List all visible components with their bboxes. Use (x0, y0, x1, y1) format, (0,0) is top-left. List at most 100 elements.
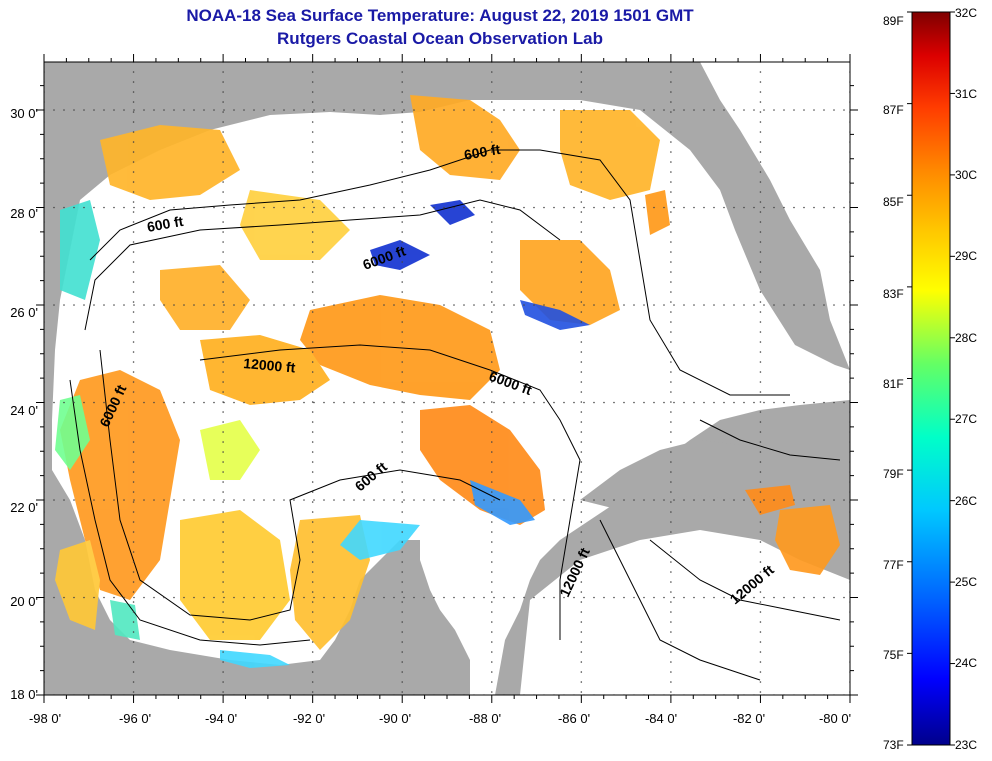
grid-dot (403, 206, 405, 209)
grid-dot (311, 631, 314, 633)
grid-dot (670, 111, 672, 113)
grid-dot (643, 304, 645, 306)
grid-dot (703, 206, 705, 209)
grid-dot (663, 401, 665, 404)
grid-dot (401, 291, 404, 293)
grid-dot (759, 331, 762, 333)
grid-dot (563, 109, 565, 111)
grid-dot (663, 499, 665, 501)
grid-dot (203, 499, 205, 501)
grid-dot (93, 596, 95, 599)
grid-dot (583, 109, 585, 111)
grid-dot (670, 361, 672, 363)
grid-dot (123, 206, 125, 209)
grid-dot (490, 421, 493, 423)
grid-dot (823, 206, 825, 209)
grid-dot (580, 421, 583, 423)
grid-dot (313, 401, 315, 404)
grid-dot (580, 401, 583, 403)
grid-dot (580, 501, 583, 503)
grid-dot (83, 596, 85, 599)
grid-dot (593, 206, 595, 209)
grid-dot (580, 391, 583, 393)
grid-dot (803, 499, 805, 501)
grid-dot (759, 431, 762, 433)
grid-dot (670, 261, 672, 263)
grid-dot (490, 121, 493, 123)
grid-dot (313, 596, 315, 599)
grid-dot (753, 401, 755, 404)
grid-dot (343, 304, 345, 306)
colorbar-f-label: 79F (883, 467, 904, 481)
grid-dot (223, 499, 225, 501)
grid-dot (203, 596, 205, 599)
grid-dot (670, 691, 672, 693)
grid-dot (490, 131, 493, 133)
grid-dot (311, 621, 314, 623)
grid-dot (580, 161, 583, 163)
grid-dot (603, 109, 605, 111)
grid-dot (490, 351, 493, 353)
grid-dot (203, 401, 205, 404)
grid-dot (683, 596, 685, 599)
grid-dot (759, 531, 762, 533)
grid-dot (553, 499, 555, 501)
grid-dot (311, 661, 314, 663)
grid-dot (183, 109, 185, 111)
grid-dot (311, 111, 314, 113)
grid-dot (311, 681, 314, 683)
grid-dot (670, 531, 672, 533)
grid-dot (173, 596, 175, 599)
grid-dot (132, 291, 135, 293)
grid-dot (673, 499, 675, 501)
grid-dot (670, 171, 672, 173)
grid-dot (401, 381, 404, 383)
grid-dot (523, 596, 525, 599)
grid-dot (763, 596, 765, 599)
grid-dot (353, 304, 355, 306)
grid-dot (401, 341, 404, 343)
grid-dot (823, 596, 825, 599)
grid-dot (490, 461, 493, 463)
grid-dot (293, 304, 295, 306)
grid-dot (343, 401, 345, 404)
grid-dot (813, 499, 815, 501)
grid-dot (193, 596, 195, 599)
grid-dot (213, 596, 215, 599)
grid-dot (132, 261, 135, 263)
grid-dot (132, 621, 135, 623)
grid-dot (383, 304, 385, 306)
grid-dot (759, 551, 762, 553)
grid-dot (580, 661, 583, 663)
grid-dot (401, 71, 404, 73)
grid-dot (263, 206, 265, 209)
grid-dot (132, 651, 135, 653)
grid-dot (490, 201, 493, 203)
grid-dot (513, 401, 515, 404)
grid-dot (759, 351, 762, 353)
grid-dot (311, 161, 314, 163)
grid-dot (670, 671, 672, 673)
grid-dot (132, 501, 135, 503)
grid-dot (273, 401, 275, 404)
grid-dot (311, 281, 314, 283)
grid-dot (783, 109, 785, 111)
grid-dot (580, 591, 583, 593)
grid-dot (303, 109, 305, 111)
grid-dot (283, 304, 285, 306)
grid-dot (683, 109, 685, 111)
grid-dot (623, 401, 625, 404)
grid-dot (223, 206, 225, 209)
grid-dot (263, 109, 265, 111)
grid-dot (333, 401, 335, 404)
grid-dot (293, 109, 295, 111)
grid-dot (783, 304, 785, 306)
grid-dot (833, 401, 835, 404)
grid-dot (311, 591, 314, 593)
grid-dot (670, 181, 672, 183)
grid-dot (222, 301, 224, 303)
lon-label: -96 0' (118, 711, 152, 726)
grid-dot (222, 221, 224, 223)
grid-dot (793, 109, 795, 111)
grid-dot (163, 401, 165, 404)
